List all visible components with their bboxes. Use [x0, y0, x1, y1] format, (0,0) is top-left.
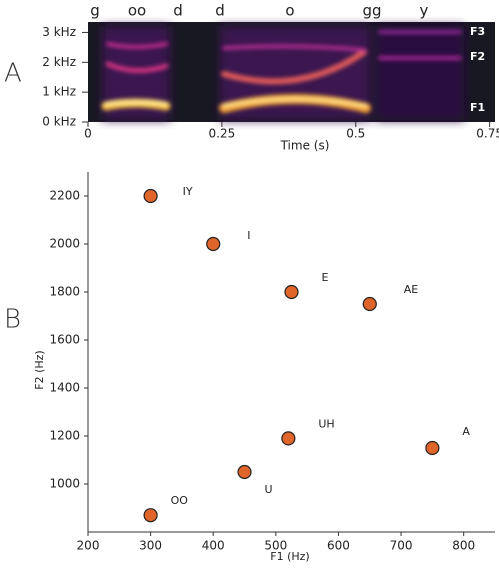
- point-label: U: [265, 483, 273, 496]
- y-tick-label: 1 kHz: [42, 85, 76, 99]
- point-label: AE: [404, 283, 419, 296]
- x-tick-label: 700: [390, 539, 413, 553]
- y-tick-label: 1200: [49, 429, 80, 443]
- x-tick-label: 800: [452, 539, 475, 553]
- data-point: [143, 508, 158, 523]
- x-tick-label: 400: [202, 539, 225, 553]
- panel-label: A: [4, 59, 22, 89]
- data-point: [284, 284, 299, 300]
- formant-label: F3: [470, 25, 485, 38]
- x-tick-label: 300: [139, 539, 162, 553]
- point-label: UH: [318, 417, 334, 430]
- y-tick-label: 3 kHz: [42, 25, 76, 39]
- data-point: [237, 464, 252, 480]
- formant-label: F2: [470, 50, 485, 63]
- segment-label: o: [285, 2, 294, 20]
- y-tick-label: 0 kHz: [42, 115, 76, 129]
- x-tick-label: 0: [84, 127, 92, 141]
- x-tick-label: 600: [327, 539, 350, 553]
- segment-label: d: [173, 2, 183, 20]
- formant-label: F1: [470, 101, 485, 114]
- segment-label: oo: [128, 2, 146, 20]
- point-label: OO: [171, 494, 189, 507]
- data-point: [206, 236, 221, 252]
- y-tick-label: 1600: [49, 333, 80, 347]
- spectrogram-image: [88, 22, 495, 122]
- x-tick-label: 500: [264, 539, 287, 553]
- point-label: I: [247, 229, 250, 242]
- x-tick-label: 0.75: [476, 127, 499, 141]
- segment-label: y: [420, 2, 429, 20]
- y-axis-label: F2 (Hz): [33, 350, 46, 389]
- point-label: IY: [183, 185, 193, 198]
- y-tick-label: 1800: [49, 285, 80, 299]
- data-point: [362, 296, 377, 312]
- data-point: [425, 440, 440, 456]
- point-label: A: [462, 425, 470, 438]
- segment-label: gg: [362, 2, 381, 20]
- y-tick-label: 2000: [49, 237, 80, 251]
- x-axis-label: F1 (Hz): [270, 550, 309, 563]
- y-tick-label: 1400: [49, 381, 80, 395]
- x-axis-label: Time (s): [280, 139, 330, 153]
- y-tick-label: 1000: [49, 477, 80, 491]
- data-point: [281, 431, 296, 446]
- y-tick-label: 2200: [49, 189, 80, 203]
- x-tick-label: 0.5: [346, 127, 365, 141]
- segment-label: g: [90, 2, 100, 20]
- data-point: [143, 188, 158, 204]
- point-label: E: [322, 271, 329, 284]
- y-tick-label: 2 kHz: [42, 55, 76, 69]
- x-tick-label: 0.25: [209, 127, 236, 141]
- x-tick-label: 200: [77, 539, 100, 553]
- segment-label: d: [215, 2, 225, 20]
- panel-label: B: [4, 305, 21, 335]
